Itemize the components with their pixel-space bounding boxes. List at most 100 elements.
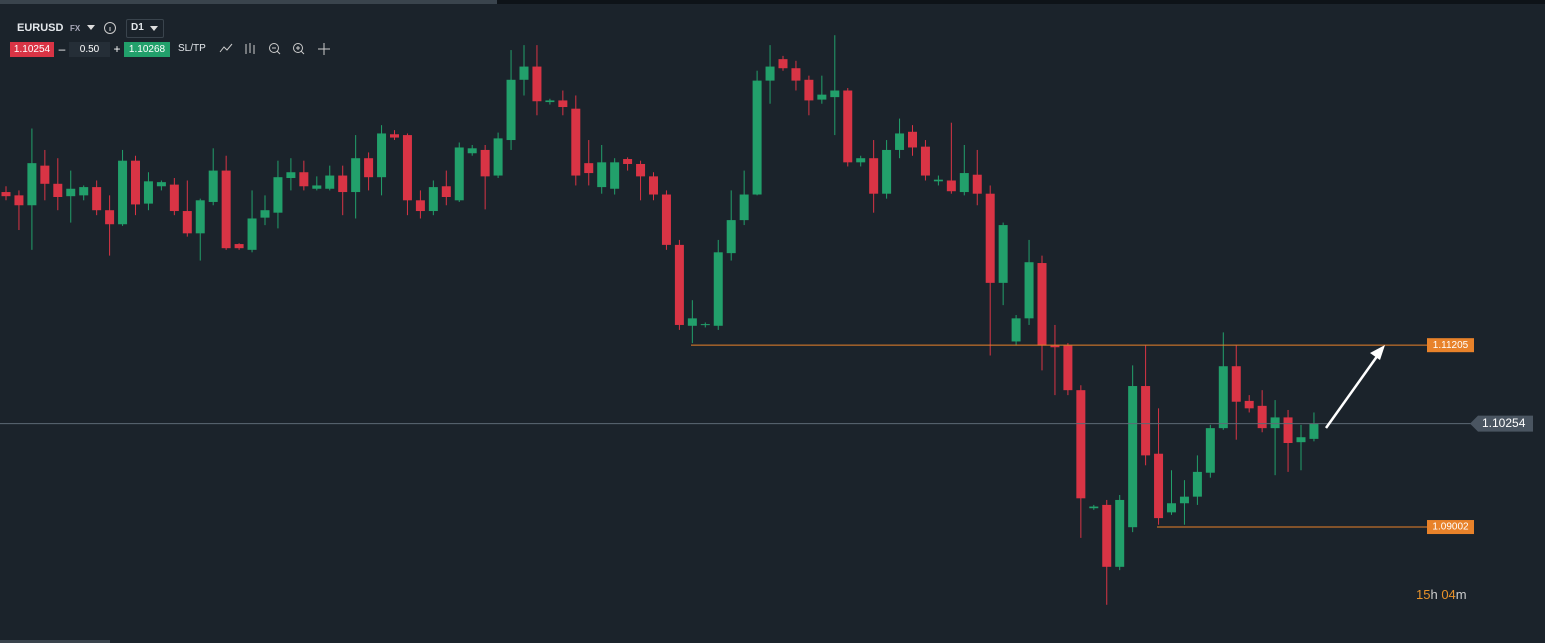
candle-body [14,195,24,206]
candle-body [765,66,775,81]
candle-body [636,163,646,177]
timeframe-select[interactable] [126,19,164,38]
candle-body [830,90,840,98]
candle-body [195,200,205,234]
decrease-button[interactable]: – [58,42,66,56]
arrow-head [1370,345,1385,360]
candle-body [649,176,658,195]
bid-button[interactable]: 1.10254 [10,42,54,57]
candle-body [933,179,943,182]
candle-body [286,172,296,179]
candle-body [843,90,853,163]
candle-body [700,324,710,326]
candle-body [454,147,464,201]
scrollbar [0,640,110,643]
candle-body [985,193,995,283]
candle-body [118,160,128,225]
candle-body [1024,262,1034,319]
candle-body [558,100,568,108]
candle-body [480,149,490,177]
candle-body [1218,366,1228,429]
candle-body [1089,506,1099,509]
candle-body [610,162,620,189]
dropdown-icon[interactable] [87,24,97,32]
candle-body [1063,345,1073,391]
candle-body [156,182,166,187]
candle-body [325,175,335,189]
candle-body [972,174,982,194]
candle-body [415,200,425,212]
market[interactable]: FX [70,24,81,33]
candle-body [687,318,697,326]
candle-body [234,244,244,249]
sltp-button[interactable]: SL/TP [178,43,206,54]
candle-body [1283,417,1293,443]
candle-body [739,194,749,221]
candle-body [1076,390,1086,499]
candle-body [1244,400,1254,409]
candle-body [726,220,736,254]
lot-input[interactable]: 0.50 [69,42,110,57]
current-price-label: 1.10254 [1482,416,1526,430]
candle-body [661,194,671,245]
candle-body [169,184,179,212]
candle-body [519,66,529,80]
candle-body [856,158,866,163]
candle-body [545,100,555,103]
symbol[interactable]: EURUSD [17,22,64,34]
candle-body [1011,318,1021,342]
candle-body [817,94,827,100]
timeframe[interactable]: D1 [131,22,144,33]
candle-body [895,133,905,150]
candle-body [1270,417,1280,429]
candle-body [778,59,788,69]
candle-body [946,180,956,192]
dropdown-icon[interactable] [150,25,160,33]
candle-body [364,158,374,178]
candle-body [441,186,451,198]
current-price-tag [1470,415,1533,432]
candle-body [674,244,684,325]
ask-button[interactable]: 1.10268 [124,42,170,57]
candle-body [390,134,399,138]
candle-body [66,188,76,197]
candle-body [299,172,309,187]
candle-body [92,187,102,211]
candle-body [998,225,1008,283]
timer-minutes: 04 [1441,587,1456,602]
candle-body [1154,453,1164,519]
timer-hours-unit: h [1430,587,1438,602]
candle-body [597,162,607,188]
overlays: 1.11205 1.09002 1.10254 [0,338,1533,535]
info-icon[interactable] [103,21,117,35]
candle-body [752,80,762,195]
candle-body [493,138,503,176]
increase-button[interactable]: + [113,42,121,56]
candle-body [791,68,801,81]
timer-minutes-unit: m [1455,587,1467,602]
candle-body [402,135,412,201]
candle-body [53,183,63,198]
candle-body [804,79,814,101]
candle-body [506,79,516,141]
candle-body [377,133,387,178]
candle-body [1050,345,1060,348]
candle-body [1102,504,1112,567]
candle-body [869,158,879,194]
candle-body [920,146,930,176]
candle-body [1205,428,1215,473]
level-tag [1427,520,1474,535]
candle-body [260,210,270,218]
tool-icons[interactable] [218,41,338,57]
candle-body [1128,386,1138,528]
candle-body [79,187,89,196]
candle-body [182,211,192,234]
candle-body [221,170,231,249]
candles [1,35,1319,605]
candle-body [908,131,917,148]
top-bar-thumb [0,0,497,4]
candle-body [532,66,542,102]
candle-body [959,173,969,193]
candle-body [623,159,633,164]
